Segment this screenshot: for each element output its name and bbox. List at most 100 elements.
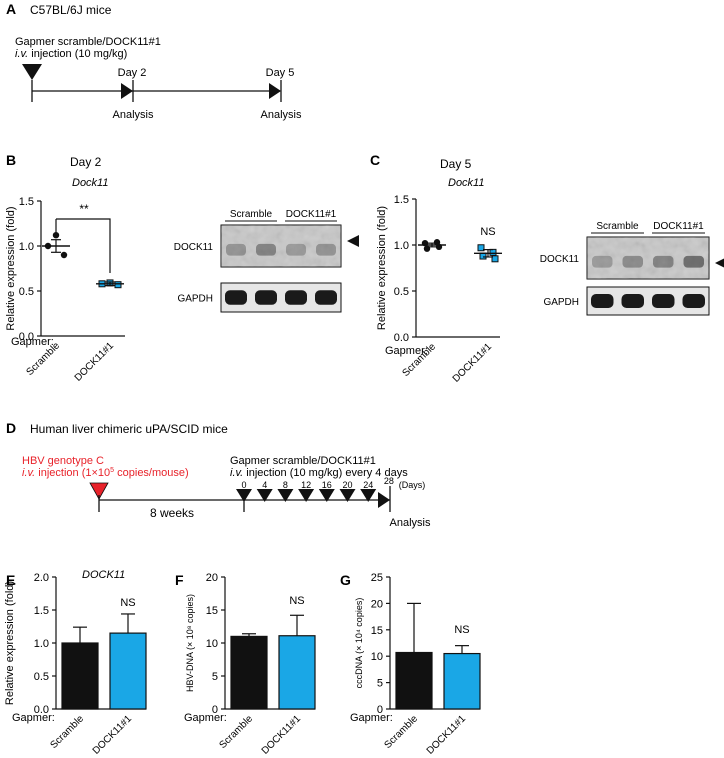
route-rest: injection (10 mg/kg) every 4 days [243,467,408,479]
gapmer-label: Gapmer: [350,712,393,724]
day-tick-label: 0 [241,480,246,490]
x-tick-label: DOCK11#1 [451,341,495,385]
panel-letter: D [6,420,16,436]
y-tick-label: 0.5 [19,286,34,298]
gene-name: Dock11 [448,177,484,189]
treatment-route: i.v. injection (10 mg/kg) every 4 days [230,467,408,479]
dock11-band [316,243,336,256]
membrane-texture [221,225,341,267]
gapdh-band [255,290,277,305]
route-rest: injection (10 mg/kg) [28,48,127,60]
y-tick-label: 0.0 [34,704,49,716]
day-tick-label: 28 [384,476,394,486]
analysis-label: Analysis [390,517,431,529]
significance-label: NS [120,597,135,609]
y-axis-label: Relative expression (fold) [4,581,16,705]
bar [443,652,481,710]
analysis-label-day5: Analysis [261,109,302,121]
day-tick-label: 24 [363,480,373,490]
y-tick-label: 0.0 [19,331,34,343]
band-arrow-icon [347,235,359,247]
y-tick-label: 10 [206,638,218,650]
bar [230,635,268,710]
row-label: GAPDH [543,297,579,308]
gapmer-injection-marker [236,489,252,502]
x-tick-label: DOCK11#1 [73,340,117,384]
panel-title: C57BL/6J mice [30,3,112,17]
treatment-label: Gapmer scramble/DOCK11#1 [15,36,161,48]
row-label: DOCK11 [174,242,214,253]
days-unit: (Days) [399,480,426,490]
gapmer-injection-marker [256,489,273,502]
treatment-route: i.v. injection (10 mg/kg) [15,48,127,60]
panel-letter: A [6,1,16,17]
y-tick-label: 1.0 [34,638,49,650]
y-tick-label: 1.5 [19,196,34,208]
y-tick-label: 0.5 [394,286,409,298]
hbv-dose-sup: 5 [110,467,114,474]
panel-letter: G [340,572,351,588]
gapdh-band [652,294,675,308]
bar [395,651,433,710]
endpoint-arrowhead [378,492,390,508]
y-axis-label: Relative expression (fold) [5,206,17,330]
data-point [433,239,441,246]
dock11-band [622,255,643,268]
panel-title: Day 5 [440,157,472,171]
dock11-band [683,255,704,268]
y-tick-label: 1.0 [394,240,409,252]
panel-title: Human liver chimeric uPA/SCID mice [30,422,228,436]
bar [278,635,316,710]
gapmer-label: Gapmer: [11,336,54,348]
hbv-dose-a: injection (1×10 [35,467,110,479]
bar [61,642,99,710]
y-tick-label: 1.5 [394,194,409,206]
y-tick-label: 0.0 [394,332,409,344]
panel-d: D Human liver chimeric uPA/SCID mice HBV… [6,420,431,529]
route-italic: i.v. [15,48,28,60]
hbv-injection: i.v. injection (1×105 copies/mouse) [22,467,189,479]
hbv-dose-b: copies/mouse) [114,467,189,479]
y-axis-label: HBV-DNA (× 10⁸ copies) [185,594,195,692]
panel-letter: C [370,152,380,168]
y-tick-label: 2.0 [34,572,49,584]
y-tick-label: 10 [371,651,383,663]
bar-chart-expression: 2.0 1.5 1.0 0.5 0.0 Relative expression (fold… [4,572,147,757]
day5-label: Day 5 [266,67,295,79]
gapdh-band [225,290,247,305]
data-point [60,251,68,259]
day2-label: Day 2 [118,67,147,79]
y-tick-label: 0.5 [34,671,49,683]
day-tick-label: 12 [301,480,311,490]
gapdh-band [285,290,307,305]
blot-group-label: Scramble [596,221,639,232]
gapmer-injection-marker [277,489,294,502]
panel-letter: F [175,572,184,588]
y-tick-label: 20 [206,572,218,584]
analysis-label-day2: Analysis [113,109,154,121]
significance-label: NS [480,226,495,238]
gapmer-label: Gapmer: [385,345,428,357]
significance-bracket [56,218,111,273]
y-tick-label: 15 [371,625,383,637]
y-tick-label: 0 [377,704,383,716]
panel-c: C Day 5 Dock11 1.5 1.0 0.5 0.0 Relative expr… [370,152,724,385]
dock11-band [653,255,674,268]
day-tick-label: 8 [283,480,288,490]
gapdh-band [591,294,614,308]
gapmer-injection-marker [339,489,356,502]
y-tick-label: 5 [212,671,218,683]
panel-title: Day 2 [70,155,102,169]
y-tick-label: 0 [212,704,218,716]
gapdh-band [621,294,644,308]
gapdh-band [315,290,337,305]
dock11-band [592,255,613,268]
panel-a: A C57BL/6J mice Gapmer scramble/DOCK11#1… [6,1,302,121]
gapmer-injection-marker [318,489,335,502]
injection-marker [22,64,42,80]
row-label: DOCK11 [540,254,580,265]
